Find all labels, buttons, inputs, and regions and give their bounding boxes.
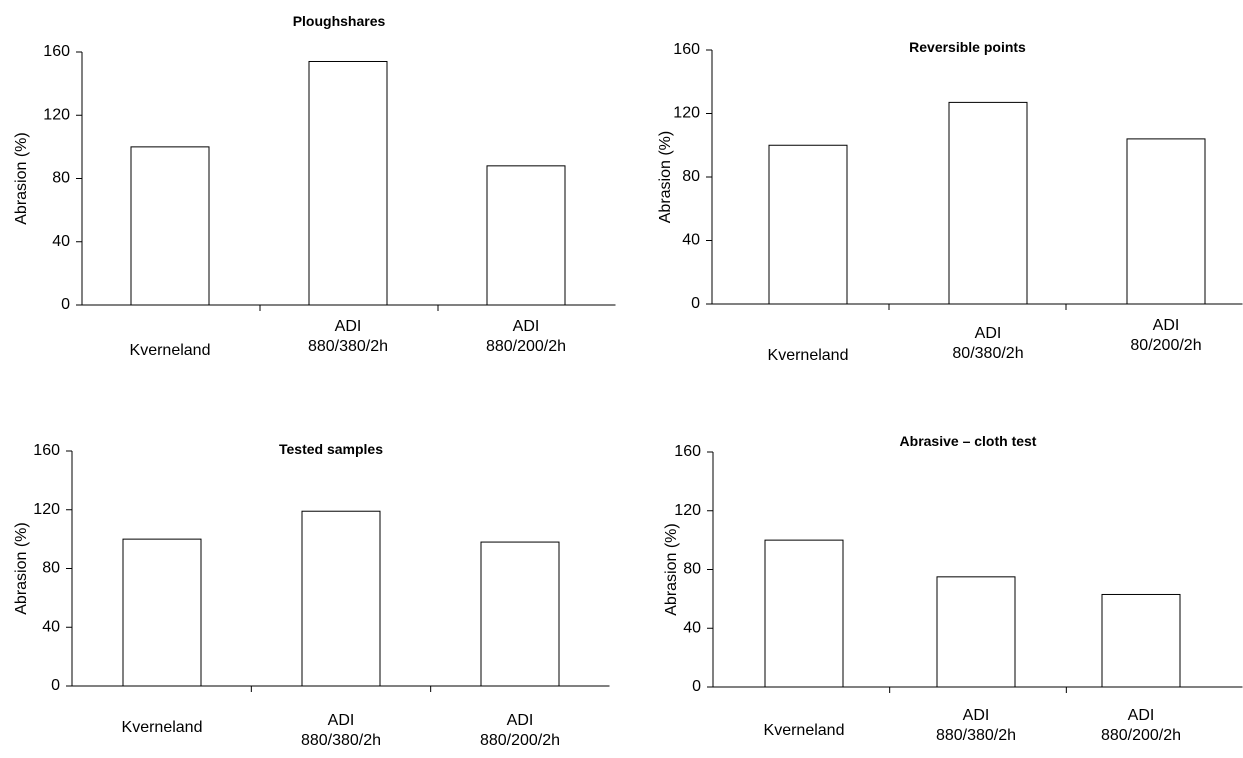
- chart-title: Abrasive – cloth test: [900, 433, 1037, 449]
- y-axis-label: Abrasion (%): [13, 522, 30, 614]
- bar-2: [308, 60, 388, 306]
- y-tick-label: 40: [682, 232, 700, 249]
- x-category-label: ADI: [1153, 317, 1180, 334]
- x-category-label: ADI: [963, 707, 990, 724]
- y-tick-label: 120: [33, 501, 60, 518]
- x-category-label: ADI: [335, 318, 362, 335]
- y-tick-label: 0: [61, 296, 70, 313]
- y-axis-label: Abrasion (%): [657, 131, 674, 223]
- chart-3: Tested samples Abrasion (%) 0 40 80 120 160 Kve…: [13, 441, 610, 749]
- bar-3: [1126, 138, 1206, 305]
- bar-1: [768, 144, 848, 305]
- y-tick-label: 80: [682, 168, 700, 185]
- y-tick-label: 0: [691, 295, 700, 312]
- x-category-label: Kverneland: [122, 719, 203, 736]
- y-tick-label: 0: [692, 678, 701, 695]
- bar-3: [480, 541, 560, 687]
- chart-title: Ploughshares: [293, 13, 386, 29]
- y-tick-label: 40: [52, 233, 70, 250]
- bar-3: [1101, 593, 1181, 688]
- chart-1: Ploughshares Abrasion (%) 0 40 80 120 160 Kvern…: [13, 13, 616, 359]
- x-category-label: 880/200/2h: [486, 338, 566, 355]
- chart-title: Tested samples: [279, 441, 383, 457]
- x-category-label: ADI: [513, 318, 540, 335]
- y-tick-label: 120: [674, 502, 701, 519]
- x-category-label: 880/200/2h: [480, 732, 560, 749]
- x-category-label: 80/380/2h: [952, 345, 1023, 362]
- y-tick-label: 80: [42, 560, 60, 577]
- chart-2: Reversible points Abrasion (%) 0 40 80 120 160…: [657, 39, 1243, 364]
- x-category-label: 880/200/2h: [1101, 727, 1181, 744]
- x-category-label: Kverneland: [768, 347, 849, 364]
- x-category-label: Kverneland: [130, 342, 211, 359]
- chart-4: Abrasive – cloth test Abrasion (%) 0 40 80 12…: [663, 433, 1243, 744]
- x-category-label: 880/380/2h: [301, 732, 381, 749]
- y-tick-label: 120: [43, 106, 70, 123]
- chart-title: Reversible points: [909, 39, 1026, 55]
- x-category-label: ADI: [507, 712, 534, 729]
- y-tick-label: 40: [42, 618, 60, 635]
- bar-1: [130, 146, 210, 306]
- x-category-label: 80/200/2h: [1130, 337, 1201, 354]
- y-tick-label: 80: [683, 561, 701, 578]
- y-tick-label: 80: [52, 170, 70, 187]
- bar-1: [122, 538, 202, 687]
- x-category-label: ADI: [328, 712, 355, 729]
- x-category-label: ADI: [1128, 707, 1155, 724]
- bar-1: [764, 539, 844, 688]
- x-category-label: 880/380/2h: [308, 338, 388, 355]
- y-tick-label: 40: [683, 619, 701, 636]
- y-tick-label: 120: [673, 105, 700, 122]
- bar-2: [936, 576, 1016, 688]
- y-tick-label: 160: [673, 41, 700, 58]
- bar-3: [486, 165, 566, 306]
- x-category-label: 880/380/2h: [936, 727, 1016, 744]
- y-tick-label: 0: [51, 677, 60, 694]
- y-tick-label: 160: [33, 442, 60, 459]
- y-axis-label: Abrasion (%): [663, 523, 680, 615]
- bar-2: [301, 510, 381, 687]
- y-tick-label: 160: [674, 443, 701, 460]
- bar-2: [948, 101, 1028, 305]
- x-category-label: ADI: [975, 325, 1002, 342]
- x-category-label: Kverneland: [764, 722, 845, 739]
- y-axis-label: Abrasion (%): [13, 132, 30, 224]
- y-tick-label: 160: [43, 43, 70, 60]
